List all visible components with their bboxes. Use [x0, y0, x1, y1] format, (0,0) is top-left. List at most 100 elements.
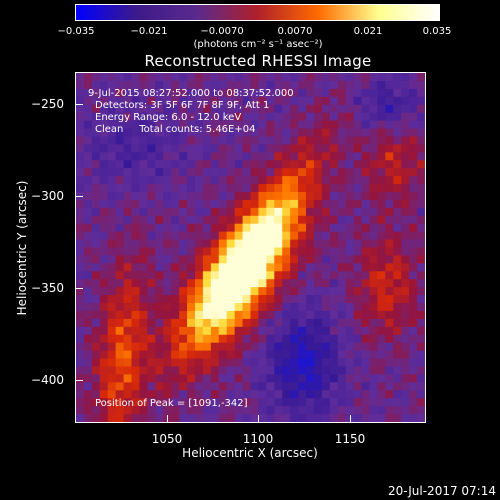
image-pixel	[345, 247, 355, 256]
image-pixel	[155, 199, 164, 209]
image-pixel	[115, 374, 124, 383]
image-pixel	[417, 295, 425, 304]
image-pixel	[171, 398, 180, 407]
image-pixel	[393, 199, 402, 209]
image-pixel	[147, 199, 156, 209]
image-pixel	[258, 239, 267, 248]
image-pixel	[353, 144, 362, 153]
image-pixel	[202, 398, 212, 407]
image-pixel	[385, 287, 394, 296]
image-pixel	[306, 80, 315, 90]
image-pixel	[179, 414, 188, 422]
image-pixel	[131, 366, 140, 375]
image-pixel	[266, 199, 275, 209]
image-pixel	[194, 366, 204, 375]
image-pixel	[274, 73, 283, 82]
image-pixel	[115, 207, 124, 217]
image-pixel	[218, 255, 228, 264]
image-pixel	[393, 247, 402, 256]
image-pixel	[361, 318, 370, 328]
image-pixel	[393, 104, 402, 114]
image-pixel	[187, 342, 196, 352]
image-pixel	[91, 398, 101, 407]
image-pixel	[179, 358, 188, 367]
image-pixel	[210, 342, 220, 352]
image-pixel	[210, 414, 220, 422]
image-pixel	[258, 382, 267, 391]
image-pixel	[345, 334, 355, 344]
image-pixel	[337, 176, 347, 185]
image-pixel	[385, 80, 394, 90]
image-pixel	[337, 160, 347, 169]
image-pixel	[171, 160, 180, 169]
image-pixel	[202, 310, 212, 320]
image-pixel	[202, 223, 212, 233]
rhessi-image-pixels	[76, 73, 425, 422]
image-pixel	[385, 199, 394, 209]
image-pixel	[242, 398, 251, 407]
image-pixel	[187, 310, 196, 320]
image-pixel	[139, 350, 148, 359]
image-pixel	[266, 73, 275, 82]
image-pixel	[385, 334, 394, 344]
image-pixel	[202, 128, 212, 137]
image-pixel	[274, 80, 283, 90]
image-pixel	[115, 303, 124, 312]
image-pixel	[385, 374, 394, 383]
image-pixel	[393, 184, 402, 193]
image-pixel	[353, 80, 362, 90]
image-pixel	[258, 414, 267, 422]
image-pixel	[76, 112, 85, 121]
image-pixel	[321, 374, 331, 383]
image-pixel	[353, 223, 362, 233]
image-pixel	[83, 184, 93, 193]
image-pixel	[218, 382, 228, 391]
image-pixel	[274, 358, 283, 367]
image-pixel	[321, 255, 331, 264]
image-pixel	[218, 318, 228, 328]
image-pixel	[187, 247, 196, 256]
image-pixel	[290, 88, 299, 98]
image-pixel	[361, 207, 370, 217]
image-pixel	[147, 184, 156, 193]
image-pixel	[290, 406, 299, 415]
image-pixel	[171, 207, 180, 217]
image-pixel	[83, 263, 93, 272]
image-pixel	[266, 152, 275, 161]
image-pixel	[147, 112, 156, 121]
image-pixel	[115, 406, 124, 415]
image-pixel	[274, 334, 283, 344]
image-pixel	[353, 73, 362, 82]
image-pixel	[361, 215, 370, 225]
image-pixel	[83, 279, 93, 288]
image-pixel	[321, 80, 331, 90]
image-pixel	[361, 96, 370, 106]
image-pixel	[155, 223, 164, 233]
image-pixel	[210, 80, 220, 90]
image-pixel	[202, 112, 212, 121]
image-pixel	[139, 255, 148, 264]
image-pixel	[377, 255, 386, 264]
image-pixel	[202, 287, 212, 296]
image-pixel	[91, 152, 101, 161]
y-tick-label: −350	[31, 281, 64, 295]
image-pixel	[353, 271, 362, 280]
image-pixel	[242, 334, 251, 344]
image-pixel	[115, 104, 124, 114]
image-pixel	[91, 96, 101, 106]
image-pixel	[409, 184, 418, 193]
image-pixel	[234, 215, 243, 225]
image-pixel	[91, 88, 101, 98]
image-pixel	[385, 366, 394, 375]
image-pixel	[409, 160, 418, 169]
image-pixel	[187, 168, 196, 177]
image-pixel	[377, 96, 386, 106]
image-pixel	[409, 271, 418, 280]
image-pixel	[361, 350, 370, 359]
image-pixel	[218, 366, 228, 375]
image-pixel	[329, 366, 339, 375]
image-pixel	[76, 231, 85, 240]
image-pixel	[353, 326, 362, 336]
image-pixel	[274, 144, 283, 153]
image-pixel	[321, 334, 331, 344]
